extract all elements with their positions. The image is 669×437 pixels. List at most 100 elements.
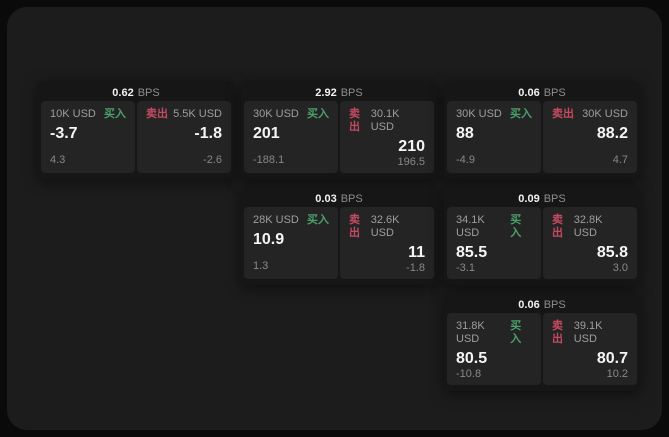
- spread-header: 0.06 BPS: [447, 296, 637, 313]
- sell-amount: 30.1K USD: [370, 108, 400, 133]
- buy-top-row: 28K USD 买入: [253, 214, 329, 227]
- sell-panel[interactable]: 卖出 30K USD 88.2 4.7: [543, 101, 637, 173]
- spread-header: 2.92 BPS: [244, 84, 434, 101]
- sell-side-label: 卖出: [349, 214, 360, 239]
- buy-delta: -10.8: [456, 368, 482, 380]
- sell-panel[interactable]: 卖出 32.8K USD 85.8 3.0: [543, 207, 637, 279]
- spread-value: 0.09: [518, 192, 540, 205]
- sell-panel[interactable]: 卖出 30.1K USD 210 196.5: [340, 101, 434, 173]
- quote-card: 0.03 BPS 28K USD 买入 10.9 1.3 卖出 32.6K US…: [241, 187, 437, 285]
- buy-price: 201: [253, 125, 280, 142]
- buy-panel[interactable]: 31.8K USD 买入 80.5 -10.8: [447, 313, 541, 385]
- quote-card: 0.06 BPS 31.8K USD 买入 80.5 -10.8 卖出 39.1…: [444, 293, 640, 391]
- buy-amount: 34.1K USD: [456, 214, 485, 239]
- quote-panels: 31.8K USD 买入 80.5 -10.8 卖出 39.1K USD 80.…: [447, 313, 637, 385]
- app-surface: 0.62 BPS 10K USD 买入 -3.7 4.3 卖出 5.5K USD: [7, 7, 662, 430]
- spread-value: 0.06: [518, 298, 540, 311]
- buy-price: 88: [456, 125, 474, 142]
- sell-side-label: 卖出: [552, 108, 574, 120]
- buy-top-row: 31.8K USD 买入: [456, 320, 532, 346]
- buy-price: -3.7: [50, 125, 78, 142]
- sell-side-label: 卖出: [552, 320, 563, 345]
- buy-delta: -188.1: [253, 154, 285, 166]
- spread-value: 0.03: [315, 192, 337, 205]
- buy-delta: -3.1: [456, 262, 475, 274]
- spread-header: 0.09 BPS: [447, 190, 637, 207]
- spread-unit: BPS: [543, 298, 566, 311]
- spread-unit: BPS: [137, 86, 160, 99]
- buy-amount: 31.8K USD: [456, 320, 485, 345]
- spread-header: 0.62 BPS: [41, 84, 231, 101]
- sell-top-row: 卖出 30K USD: [552, 108, 628, 121]
- sell-delta: 3.0: [612, 262, 628, 274]
- spread-unit: BPS: [340, 86, 363, 99]
- sell-top-row: 卖出 5.5K USD: [146, 108, 222, 121]
- sell-amount: 32.8K USD: [573, 214, 603, 239]
- sell-price: 210: [398, 138, 425, 155]
- sell-delta: -1.8: [406, 262, 425, 274]
- sell-amount: 32.6K USD: [370, 214, 400, 239]
- spread-value: 0.62: [112, 86, 134, 99]
- buy-side-label: 买入: [104, 108, 126, 120]
- spread-value: 0.06: [518, 86, 540, 99]
- buy-delta: -4.9: [456, 154, 475, 166]
- buy-top-row: 30K USD 买入: [253, 108, 329, 121]
- spread-value: 2.92: [315, 86, 337, 99]
- sell-delta: -2.6: [203, 154, 222, 166]
- buy-side-label: 买入: [307, 214, 329, 226]
- buy-top-row: 34.1K USD 买入: [456, 214, 532, 240]
- sell-top-row: 卖出 32.8K USD: [552, 214, 628, 240]
- quote-grid: 0.62 BPS 10K USD 买入 -3.7 4.3 卖出 5.5K USD: [38, 81, 640, 391]
- spread-header: 0.06 BPS: [447, 84, 637, 101]
- quote-panels: 10K USD 买入 -3.7 4.3 卖出 5.5K USD -1.8 -2.…: [41, 101, 231, 173]
- quote-panels: 30K USD 买入 88 -4.9 卖出 30K USD 88.2 4.7: [447, 101, 637, 173]
- sell-price: 88.2: [596, 125, 628, 142]
- spread-unit: BPS: [543, 86, 566, 99]
- buy-amount: 30K USD: [456, 108, 502, 120]
- spread-header: 0.03 BPS: [244, 190, 434, 207]
- quote-card: 0.09 BPS 34.1K USD 买入 85.5 -3.1 卖出 32.8K…: [444, 187, 640, 285]
- quote-card: 2.92 BPS 30K USD 买入 201 -188.1 卖出 30.1K …: [241, 81, 437, 179]
- sell-top-row: 卖出 32.6K USD: [349, 214, 425, 240]
- quote-panels: 34.1K USD 买入 85.5 -3.1 卖出 32.8K USD 85.8…: [447, 207, 637, 279]
- buy-amount: 30K USD: [253, 108, 299, 120]
- buy-side-label: 买入: [510, 214, 522, 239]
- quote-panels: 28K USD 买入 10.9 1.3 卖出 32.6K USD 11 -1.8: [244, 207, 434, 279]
- buy-panel[interactable]: 30K USD 买入 88 -4.9: [447, 101, 541, 173]
- sell-side-label: 卖出: [349, 108, 360, 133]
- sell-amount: 5.5K USD: [173, 108, 222, 120]
- sell-price: 85.8: [596, 244, 628, 261]
- buy-amount: 28K USD: [253, 214, 299, 226]
- sell-price: 11: [408, 244, 425, 261]
- spread-unit: BPS: [340, 192, 363, 205]
- buy-amount: 10K USD: [50, 108, 96, 120]
- buy-price: 10.9: [253, 231, 285, 248]
- quote-card: 0.62 BPS 10K USD 买入 -3.7 4.3 卖出 5.5K USD: [38, 81, 234, 179]
- buy-side-label: 买入: [510, 320, 522, 345]
- buy-panel[interactable]: 28K USD 买入 10.9 1.3: [244, 207, 338, 279]
- buy-side-label: 买入: [307, 108, 329, 120]
- quote-panels: 30K USD 买入 201 -188.1 卖出 30.1K USD 210 1…: [244, 101, 434, 173]
- sell-side-label: 卖出: [146, 108, 168, 120]
- sell-panel[interactable]: 卖出 5.5K USD -1.8 -2.6: [137, 101, 231, 173]
- quote-card: 0.06 BPS 30K USD 买入 88 -4.9 卖出 30K USD: [444, 81, 640, 179]
- sell-amount: 30K USD: [582, 108, 628, 120]
- sell-price: 80.7: [596, 350, 628, 367]
- buy-top-row: 10K USD 买入: [50, 108, 126, 121]
- buy-side-label: 买入: [510, 108, 532, 120]
- sell-side-label: 卖出: [552, 214, 563, 239]
- sell-price: -1.8: [194, 125, 222, 142]
- buy-delta: 4.3: [50, 154, 66, 166]
- sell-top-row: 卖出 39.1K USD: [552, 320, 628, 346]
- spread-unit: BPS: [543, 192, 566, 205]
- buy-panel[interactable]: 34.1K USD 买入 85.5 -3.1: [447, 207, 541, 279]
- buy-price: 80.5: [456, 350, 488, 367]
- buy-panel[interactable]: 30K USD 买入 201 -188.1: [244, 101, 338, 173]
- sell-delta: 10.2: [606, 368, 628, 380]
- sell-panel[interactable]: 卖出 32.6K USD 11 -1.8: [340, 207, 434, 279]
- buy-panel[interactable]: 10K USD 买入 -3.7 4.3: [41, 101, 135, 173]
- buy-delta: 1.3: [253, 260, 269, 272]
- buy-price: 85.5: [456, 244, 488, 261]
- sell-panel[interactable]: 卖出 39.1K USD 80.7 10.2: [543, 313, 637, 385]
- sell-top-row: 卖出 30.1K USD: [349, 108, 425, 134]
